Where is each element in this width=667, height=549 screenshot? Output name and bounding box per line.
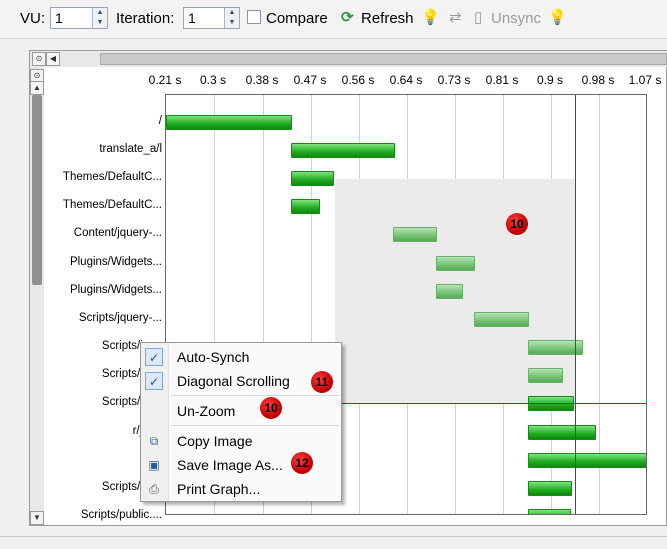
menu-separator (171, 395, 339, 396)
gridline (311, 95, 312, 514)
request-bar[interactable] (166, 115, 292, 130)
row-label: / (158, 115, 162, 127)
menu-item-label: Un-Zoom (177, 403, 236, 419)
checkmark-icon: ✓ (145, 372, 163, 390)
vu-stepper[interactable]: 1 ▲ ▼ (50, 7, 108, 29)
menu-item-unzoom[interactable]: Un-Zoom (141, 399, 341, 423)
vertical-scroll-thumb[interactable] (32, 95, 42, 285)
vu-label: VU: (20, 10, 46, 27)
unsync-lock-icon: ▯ (474, 9, 483, 26)
axis-tick-label: 0.64 s (389, 73, 423, 87)
request-bar[interactable] (474, 312, 529, 327)
unsync-icon[interactable]: ⇄ (449, 9, 462, 26)
gridline (599, 95, 600, 514)
menu-item-label: Auto-Synch (177, 349, 250, 365)
annotation-marker: 10 (506, 213, 528, 235)
request-bar[interactable] (436, 256, 475, 271)
menu-item-copy-image[interactable]: ⧉ Copy Image (141, 429, 341, 453)
request-bar[interactable] (528, 509, 571, 514)
axis-tick-label: 0.56 s (341, 73, 375, 87)
scroll-down-icon[interactable]: ▼ (30, 511, 44, 525)
request-bar[interactable] (291, 199, 320, 214)
annotation-marker: 11 (311, 371, 333, 393)
cursor-vertical-line (575, 95, 576, 514)
axis-tick-label: 0.9 s (536, 73, 564, 87)
menu-item-print-graph[interactable]: ⎙ Print Graph... (141, 477, 341, 501)
annotation-marker: 12 (291, 452, 313, 474)
axis-tick-label: 0.73 s (437, 73, 471, 87)
axis-tick-label: 0.38 s (245, 73, 279, 87)
gridline (263, 95, 264, 514)
refresh-button[interactable]: Refresh (361, 10, 414, 27)
menu-item-label: Copy Image (177, 433, 253, 449)
request-bar[interactable] (528, 368, 563, 383)
iteration-stepper[interactable]: 1 ▲ ▼ (183, 7, 240, 29)
iteration-stepper-arrows[interactable]: ▲ ▼ (224, 8, 239, 28)
axis-tick-label: 0.81 s (485, 73, 519, 87)
menu-item-label: Save Image As... (177, 457, 283, 473)
vu-value[interactable]: 1 (55, 10, 63, 26)
gridline (646, 95, 647, 514)
refresh-icon[interactable]: ⟳ (341, 9, 354, 26)
request-bar[interactable] (528, 481, 572, 496)
vu-stepper-arrows[interactable]: ▲ ▼ (92, 8, 107, 28)
axis-tick-label: 0.47 s (293, 73, 327, 87)
checkmark-icon: ✓ (145, 348, 163, 366)
axis-tick-label: 0.3 s (199, 73, 227, 87)
row-label: Scripts/jquery-... (78, 312, 162, 324)
row-label: translate_a/l (99, 143, 162, 155)
save-image-icon: ▣ (148, 458, 160, 472)
compare-checkbox[interactable] (247, 10, 261, 24)
menu-icon-column (141, 343, 169, 501)
unsync-button[interactable]: Unsync (491, 10, 542, 27)
horizontal-scroll-thumb[interactable] (100, 53, 667, 65)
menu-item-label: Diagonal Scrolling (177, 373, 290, 389)
vertical-scrollbar[interactable]: ⊙ ▲ ▼ (30, 67, 44, 525)
request-bar[interactable] (291, 171, 334, 186)
row-label: Content/jquery-... (73, 227, 162, 239)
axis-tick-label: 0.21 s (148, 73, 182, 87)
menu-item-auto-synch[interactable]: ✓ Auto-Synch (141, 345, 341, 369)
zoom-reset-button[interactable]: ⊙ (32, 52, 46, 66)
row-label: Themes/DefaultC... (62, 171, 162, 183)
request-bar[interactable] (528, 425, 596, 440)
compare-label[interactable]: Compare (266, 10, 328, 27)
annotation-marker: 10 (260, 397, 282, 419)
axis-tick-label: 0.98 s (581, 73, 615, 87)
request-bar[interactable] (436, 284, 463, 299)
toolbar: VU: 1 ▲ ▼ Iteration: 1 ▲ ▼ Compare ⟳ Refre… (0, 0, 667, 39)
lightbulb-icon[interactable]: 💡 (421, 9, 440, 26)
scroll-up-icon[interactable]: ▲ (30, 81, 44, 95)
scroll-left-icon[interactable]: ◀ (46, 52, 60, 66)
request-bar[interactable] (291, 143, 395, 158)
request-bar[interactable] (528, 453, 646, 468)
row-label: Plugins/Widgets... (69, 256, 162, 268)
copy-image-icon: ⧉ (149, 434, 159, 448)
axis-tick-label: 1.07 s (628, 73, 662, 87)
row-label: Plugins/Widgets... (69, 284, 162, 296)
horizontal-scrollbar[interactable]: ⊙ ◀ (30, 51, 667, 67)
request-bar[interactable] (393, 227, 437, 242)
context-menu: ✓ Auto-Synch ✓ Diagonal Scrolling Un-Zoo… (140, 342, 342, 502)
row-label: Themes/DefaultC... (62, 199, 162, 211)
request-bar[interactable] (528, 340, 583, 355)
iteration-value[interactable]: 1 (188, 10, 196, 26)
menu-item-diagonal-scrolling[interactable]: ✓ Diagonal Scrolling (141, 369, 341, 393)
gridline (214, 95, 215, 514)
printer-icon: ⎙ (149, 482, 159, 496)
menu-separator (171, 425, 339, 426)
iteration-label: Iteration: (116, 10, 175, 27)
cursor-horizontal-line (166, 403, 646, 404)
row-label: Scripts/public.... (80, 509, 162, 521)
menu-item-label: Print Graph... (177, 481, 261, 497)
menu-item-save-image[interactable]: ▣ Save Image As... (141, 453, 341, 477)
status-strip (0, 536, 667, 549)
lightbulb-icon[interactable]: 💡 (548, 9, 567, 26)
